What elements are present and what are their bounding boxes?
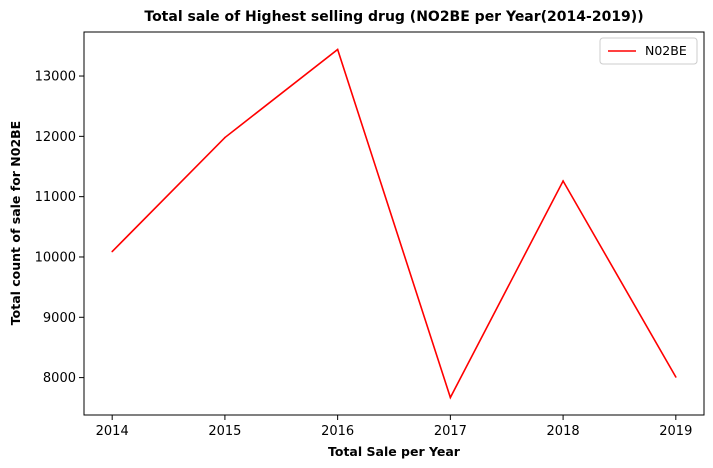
- chart-title: Total sale of Highest selling drug (NO2B…: [144, 9, 643, 25]
- data-point: [336, 48, 339, 51]
- y-tick-label: 12000: [35, 130, 76, 145]
- x-axis-label: Total Sale per Year: [328, 444, 461, 459]
- data-point: [111, 250, 113, 253]
- data-point: [224, 136, 226, 139]
- y-axis-ticks: 8000 9000 10000 11000 12000 13000: [35, 70, 84, 386]
- y-tick-label: 13000: [35, 70, 76, 85]
- x-tick-label: 2017: [434, 424, 467, 439]
- series-lines: [111, 48, 677, 400]
- y-tick-label: 11000: [35, 190, 76, 205]
- y-tick-label: 9000: [43, 311, 76, 326]
- legend-label-n02be: N02BE: [645, 43, 687, 58]
- legend-box: [599, 37, 698, 65]
- y-tick-label: 10000: [35, 250, 76, 265]
- data-point: [562, 180, 564, 182]
- series-line-n02be: [111, 48, 677, 400]
- x-tick-label: 2016: [321, 424, 354, 439]
- y-tick-label: 8000: [43, 371, 76, 386]
- x-axis-ticks: 2014 2015 2016 2017 2018 2019: [96, 415, 692, 439]
- legend: N02BE: [599, 37, 698, 65]
- y-axis-label: Total count of sale for N02BE: [8, 121, 23, 325]
- data-point: [675, 376, 677, 378]
- x-tick-label: 2018: [547, 424, 580, 439]
- x-tick-label: 2019: [659, 424, 692, 439]
- data-point: [449, 396, 452, 399]
- x-tick-label: 2015: [208, 424, 241, 439]
- x-tick-label: 2014: [96, 424, 129, 439]
